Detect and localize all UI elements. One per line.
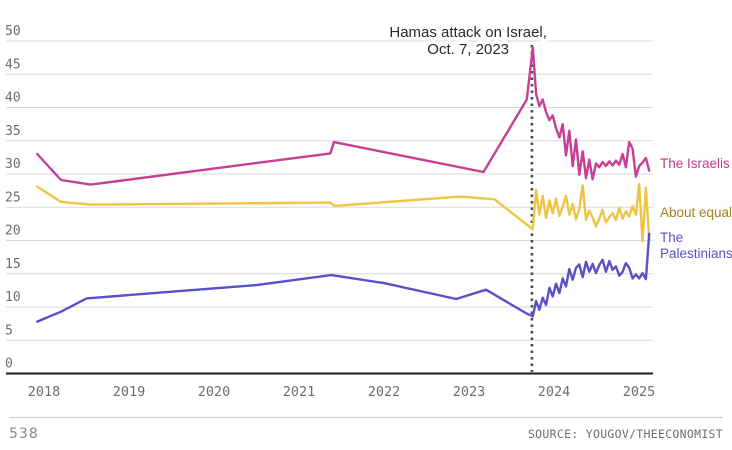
y-tick-label: 40 [5,91,21,106]
x-tick-label: 2019 [113,384,146,400]
series-line-about-equal [36,182,651,243]
event-annotation-text: Hamas attack on Israel, [389,24,547,41]
series-line-the-palestinians [36,232,651,323]
x-tick-label: 2018 [28,384,61,400]
source-credit: SOURCE: YOUGOV/THEECONOMIST [527,427,723,441]
y-tick-label: 35 [5,124,21,139]
y-tick-label: 50 [5,24,21,39]
y-tick-label: 45 [5,57,21,72]
series-label-the-palestinians: The [660,230,683,245]
y-tick-label: 10 [5,290,21,305]
brand-logo-538: 538 [9,426,39,442]
series-line-the-israelis [36,46,651,186]
x-tick-label: 2022 [368,384,401,400]
y-tick-label: 15 [5,257,21,272]
series-label-the-israelis: The Israelis [660,156,730,171]
series-label-about-equal: About equal [660,205,732,220]
series-label-the-palestinians: Palestinians [660,246,732,261]
y-tick-label: 30 [5,157,21,172]
x-tick-label: 2023 [453,384,486,400]
x-tick-label: 2024 [538,384,571,400]
y-tick-label: 0 [5,357,13,372]
x-tick-label: 2021 [283,384,316,400]
chart-footer: 538 SOURCE: YOUGOV/THEECONOMIST [9,417,723,442]
y-tick-label: 5 [5,323,13,338]
y-tick-label: 25 [5,190,21,205]
y-tick-label: 20 [5,224,21,239]
event-annotation-text: Oct. 7, 2023 [427,41,509,58]
x-tick-label: 2020 [198,384,231,400]
x-tick-label: 2025 [623,384,656,400]
